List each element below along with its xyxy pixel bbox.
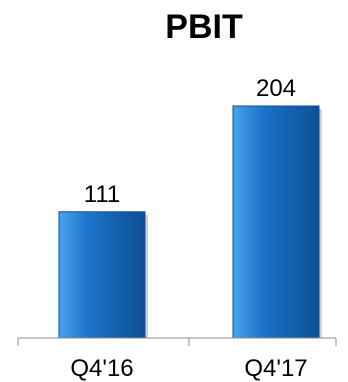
bar	[58, 211, 146, 339]
bar-value-label: 204	[256, 75, 296, 102]
x-tick-label: Q4'17	[244, 355, 307, 382]
bar-value-label: 111	[84, 181, 120, 208]
bars-group	[58, 105, 322, 339]
x-tick-label: Q4'16	[70, 355, 133, 382]
chart-title: PBIT	[165, 8, 243, 46]
bar	[232, 105, 320, 339]
